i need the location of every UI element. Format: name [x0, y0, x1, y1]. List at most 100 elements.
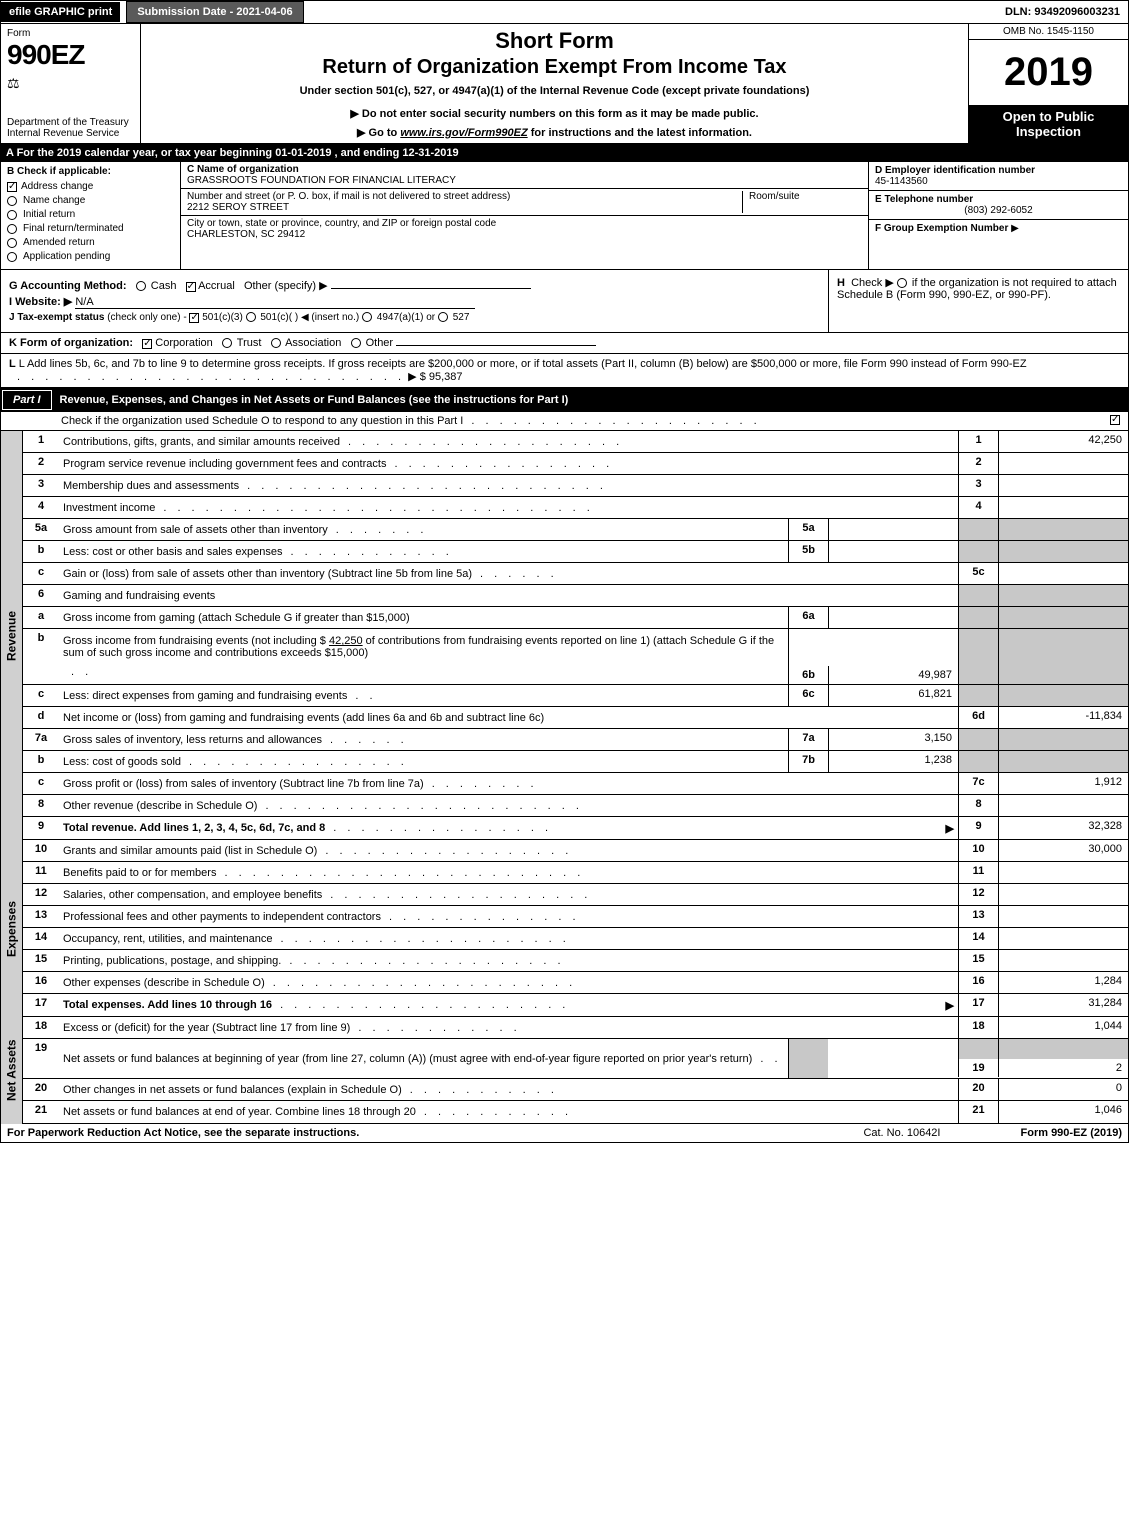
return-title: Return of Organization Exempt From Incom… — [149, 56, 960, 79]
e-label: E Telephone number — [875, 194, 973, 205]
efile-graphic: efile GRAPHIC print — [1, 2, 120, 22]
form-number: 990EZ — [7, 39, 134, 71]
b-label: B Check if applicable: — [7, 166, 174, 177]
line-7c: cGross profit or (loss) from sales of in… — [23, 773, 1128, 795]
k-label: K Form of organization: — [9, 337, 133, 349]
section-a: A For the 2019 calendar year, or tax yea… — [0, 144, 1129, 162]
tax-year: 2019 — [969, 40, 1128, 105]
phone-value: (803) 292-6052 — [875, 205, 1122, 216]
line-6: 6Gaming and fundraising events — [23, 585, 1128, 607]
org-city-row: City or town, state or province, country… — [181, 216, 868, 242]
part1-sub: Check if the organization used Schedule … — [0, 412, 1129, 431]
paperwork-notice: For Paperwork Reduction Act Notice, see … — [7, 1127, 359, 1139]
radio-icon[interactable] — [362, 312, 372, 322]
print-link[interactable]: print — [88, 6, 112, 18]
ein-value: 45-1143560 — [875, 176, 928, 187]
amended-return-check[interactable]: Amended return — [7, 237, 174, 248]
org-street-row: Number and street (or P. O. box, if mail… — [181, 189, 868, 216]
part1-title: Revenue, Expenses, and Changes in Net As… — [54, 391, 1129, 409]
line-20: 20Other changes in net assets or fund ba… — [23, 1079, 1128, 1101]
line-19: 19Net assets or fund balances at beginni… — [23, 1039, 1128, 1079]
other-org-field[interactable] — [396, 345, 596, 346]
submission-date: Submission Date - 2021-04-06 — [126, 1, 303, 23]
checkbox-icon[interactable] — [142, 339, 152, 349]
under-section: Under section 501(c), 527, or 4947(a)(1)… — [149, 85, 960, 97]
cat-no: Cat. No. 10642I — [863, 1127, 940, 1139]
line-12: 12Salaries, other compensation, and empl… — [23, 884, 1128, 906]
line-7b: bLess: cost of goods sold. . . . . . . .… — [23, 751, 1128, 773]
radio-icon[interactable] — [897, 278, 907, 288]
line-16: 16Other expenses (describe in Schedule O… — [23, 972, 1128, 994]
checkbox-icon[interactable] — [189, 313, 199, 323]
street-value: 2212 SEROY STREET — [187, 202, 289, 213]
room-suite: Room/suite — [742, 191, 862, 213]
line-5c: cGain or (loss) from sale of assets othe… — [23, 563, 1128, 585]
part1-sub-text: Check if the organization used Schedule … — [61, 415, 463, 427]
group-exemption-cell: F Group Exemption Number ▶ — [869, 220, 1128, 269]
ssn-notice: ▶ Do not enter social security numbers o… — [149, 107, 960, 120]
arrow-icon: ▶ — [946, 999, 954, 1012]
gh-left: G Accounting Method: Cash Accrual Other … — [1, 270, 828, 332]
website-value: N/A — [75, 296, 475, 309]
header-right: OMB No. 1545-1150 2019 Open to Public In… — [968, 24, 1128, 143]
line-9: 9Total revenue. Add lines 1, 2, 3, 4, 5c… — [23, 817, 1128, 839]
line-7a: 7aGross sales of inventory, less returns… — [23, 729, 1128, 751]
application-pending-check[interactable]: Application pending — [7, 251, 174, 262]
h-box: H Check ▶ if the organization is not req… — [828, 270, 1128, 332]
line-11: 11Benefits paid to or for members. . . .… — [23, 862, 1128, 884]
efile-label: efile GRAPHIC — [9, 6, 85, 18]
radio-icon[interactable] — [136, 281, 146, 291]
short-form-title: Short Form — [149, 28, 960, 54]
address-change-check[interactable]: Address change — [7, 181, 174, 192]
line-5a: 5aGross amount from sale of assets other… — [23, 519, 1128, 541]
net-assets-side-label: Net Assets — [0, 1017, 22, 1124]
arrow-icon: ▶ — [946, 822, 954, 835]
org-name: GRASSROOTS FOUNDATION FOR FINANCIAL LITE… — [187, 175, 456, 186]
checkbox-icon[interactable] — [1110, 415, 1120, 425]
line-5b: bLess: cost or other basis and sales exp… — [23, 541, 1128, 563]
line-6d: dNet income or (loss) from gaming and fu… — [23, 707, 1128, 729]
checkbox-icon[interactable] — [186, 282, 196, 292]
department-label: Department of the Treasury Internal Reve… — [7, 117, 134, 139]
header-center: Short Form Return of Organization Exempt… — [141, 24, 968, 143]
l-text: L Add lines 5b, 6c, and 7b to line 9 to … — [19, 358, 1027, 370]
omb-number: OMB No. 1545-1150 — [969, 24, 1128, 40]
dln: DLN: 93492096003231 — [997, 2, 1128, 22]
goto-pre: ▶ Go to — [357, 127, 400, 139]
radio-icon[interactable] — [351, 338, 361, 348]
radio-icon — [7, 196, 17, 206]
revenue-side-label: Revenue — [0, 431, 22, 840]
treasury-icon: ⚖ — [7, 75, 134, 92]
line-2: 2Program service revenue including gover… — [23, 453, 1128, 475]
line-1: 1Contributions, gifts, grants, and simil… — [23, 431, 1128, 453]
arrow-icon: ▶ — [408, 371, 416, 383]
other-specify-field[interactable] — [331, 288, 531, 289]
city-value: CHARLESTON, SC 29412 — [187, 229, 305, 240]
goto-line: ▶ Go to www.irs.gov/Form990EZ for instru… — [149, 126, 960, 139]
ein-cell: D Employer identification number 45-1143… — [869, 162, 1128, 191]
section-gh: G Accounting Method: Cash Accrual Other … — [0, 270, 1129, 333]
name-change-check[interactable]: Name change — [7, 195, 174, 206]
irs-link[interactable]: www.irs.gov/Form990EZ — [400, 127, 527, 139]
org-name-row: C Name of organization GRASSROOTS FOUNDA… — [181, 162, 868, 189]
phone-cell: E Telephone number (803) 292-6052 — [869, 191, 1128, 220]
top-bar: efile GRAPHIC print Submission Date - 20… — [0, 0, 1129, 24]
radio-icon[interactable] — [246, 312, 256, 322]
street-label: Number and street (or P. O. box, if mail… — [187, 191, 510, 202]
open-inspection: Open to Public Inspection — [969, 105, 1128, 143]
expenses-section: Expenses 10Grants and similar amounts pa… — [0, 840, 1129, 1017]
goto-post: for instructions and the latest informat… — [528, 127, 752, 139]
c-name-label: C Name of organization — [187, 164, 299, 175]
g-label: G Accounting Method: — [9, 280, 127, 292]
radio-icon[interactable] — [438, 312, 448, 322]
radio-icon[interactable] — [271, 338, 281, 348]
h-label: H — [837, 277, 845, 289]
initial-return-check[interactable]: Initial return — [7, 209, 174, 220]
city-label: City or town, state or province, country… — [187, 218, 496, 229]
radio-icon[interactable] — [222, 338, 232, 348]
final-return-check[interactable]: Final return/terminated — [7, 223, 174, 234]
l-value: $ 95,387 — [420, 371, 463, 383]
part1-label: Part I — [2, 390, 52, 410]
i-label: I Website: ▶ — [9, 296, 72, 308]
line-4: 4Investment income. . . . . . . . . . . … — [23, 497, 1128, 519]
